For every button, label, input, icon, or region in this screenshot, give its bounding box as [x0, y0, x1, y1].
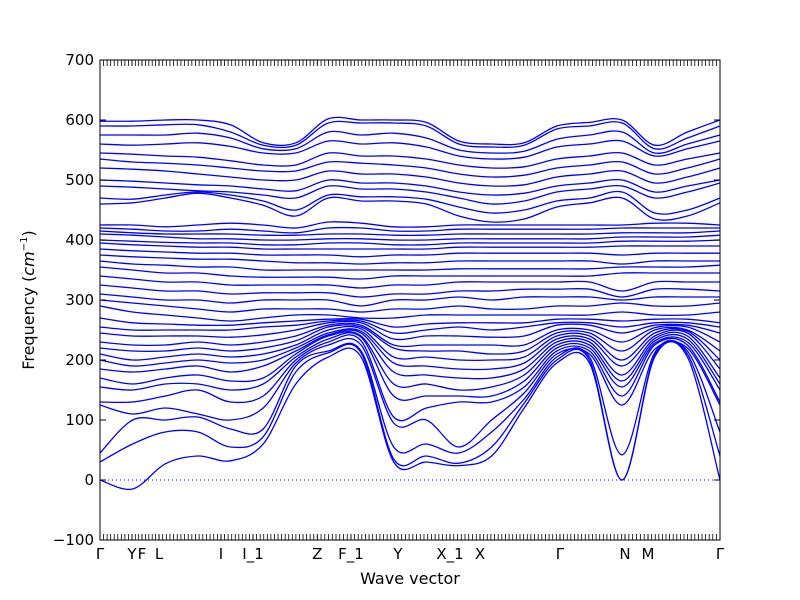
band-line-32: [99, 182, 721, 205]
band-line-21: [99, 260, 721, 271]
band-line-29: [99, 221, 721, 229]
band-line-12: [99, 320, 721, 341]
x-tick-label: Γ: [96, 545, 105, 563]
band-line-34: [99, 167, 721, 187]
band-line-23: [99, 248, 720, 258]
y-axis-label-unit: cm: [19, 251, 38, 275]
band-line-22: [99, 254, 720, 265]
y-tick-label: 700: [65, 51, 94, 69]
band-line-13: [99, 319, 721, 334]
band-line-28: [99, 226, 720, 234]
x-tick-label: Y: [126, 545, 137, 563]
y-axis-label-text: Frequency: [19, 287, 38, 370]
band-line-18: [99, 284, 721, 298]
band-line-26: [99, 233, 721, 241]
x-tick-label: Γ: [556, 545, 565, 563]
band-line-7: [99, 329, 721, 380]
band-line-33: [99, 179, 721, 196]
band-line-10: [99, 324, 721, 355]
band-line-14: [99, 317, 721, 328]
band-line-39: [99, 120, 721, 150]
band-line-16: [99, 299, 721, 313]
y-axis-label-paren-open: (: [19, 276, 38, 287]
band-line-2: [99, 339, 721, 456]
y-tick-label: 100: [65, 411, 94, 429]
band-line-38: [100, 130, 721, 154]
y-axis-ticks: −100 0 100 200 300 400 500 600 700: [53, 51, 720, 549]
band-line-19: [99, 275, 720, 292]
band-line-17: [99, 293, 720, 307]
y-tick-label: 200: [65, 351, 94, 369]
band-line-15: [99, 305, 721, 322]
x-tick-label: M: [642, 545, 655, 563]
band-line-6: [99, 331, 721, 391]
band-line-3: [99, 337, 721, 448]
x-tick-label: N: [619, 545, 630, 563]
band-line-36: [99, 152, 721, 169]
x-axis-ticks: Γ Y F L I I_1 Z F_1 Y X_1 X Γ N M Γ: [96, 60, 725, 564]
x-tick-label: Y: [392, 545, 403, 563]
band-line-5: [99, 332, 721, 401]
band-line-8: [99, 328, 721, 371]
y-tick-label: −100: [53, 531, 94, 549]
y-tick-label: 0: [84, 471, 94, 489]
x-tick-label: X: [475, 545, 485, 563]
y-tick-label: 300: [65, 291, 94, 309]
x-tick-label: X_1: [436, 545, 463, 564]
y-axis-label-unit-exponent: −1: [19, 237, 30, 252]
x-tick-label: Γ: [716, 545, 725, 563]
band-line-30: [99, 192, 721, 223]
y-tick-label: 600: [65, 111, 94, 129]
band-line-4: [99, 334, 721, 422]
y-tick-label: 500: [65, 171, 94, 189]
band-line-1: [99, 339, 721, 481]
band-line-27: [99, 230, 721, 236]
band-line-24: [99, 242, 720, 250]
band-line-37: [99, 139, 721, 160]
x-axis-label: Wave vector: [360, 569, 460, 588]
y-axis-label: Frequency (cm−1): [19, 230, 38, 369]
x-tick-label: F_1: [338, 545, 364, 564]
x-tick-label: F: [138, 545, 147, 563]
band-line-31: [99, 190, 721, 215]
band-lines: [99, 116, 721, 491]
band-line-11: [99, 322, 721, 348]
band-line-20: [99, 266, 720, 280]
x-tick-label: I_1: [242, 545, 263, 564]
band-line-40: [99, 116, 721, 147]
band-line-35: [99, 158, 721, 178]
y-axis-label-paren-close: ): [19, 230, 38, 236]
y-tick-label: 400: [65, 231, 94, 249]
band-line-25: [99, 239, 721, 246]
x-tick-label: L: [155, 545, 164, 563]
x-tick-label: I: [219, 545, 223, 563]
band-line-9: [99, 325, 721, 362]
x-tick-label: Z: [312, 545, 322, 563]
